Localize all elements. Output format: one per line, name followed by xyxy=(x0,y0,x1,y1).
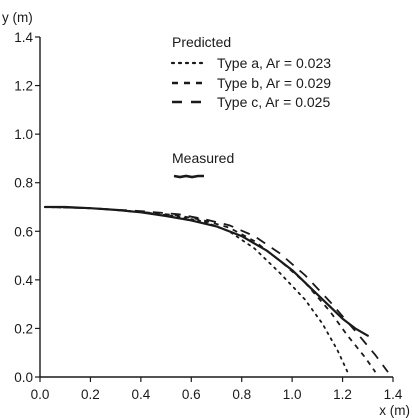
legend-heading-predicted: Predicted xyxy=(172,34,231,50)
y-tick-label: 1.2 xyxy=(14,79,33,94)
x-tick-label: 0.4 xyxy=(131,387,150,402)
y-axis-label: y (m) xyxy=(2,10,33,25)
y-tick-label: 0.2 xyxy=(14,321,33,336)
series-line-measured xyxy=(43,205,369,337)
axes xyxy=(39,37,393,378)
x-tick-label: 0.0 xyxy=(31,387,50,402)
x-tick-label: 0.6 xyxy=(182,387,201,402)
y-tick-label: 0.6 xyxy=(14,224,33,239)
legend-swatch-measured xyxy=(173,174,204,179)
y-tick-label: 1.0 xyxy=(14,127,33,142)
legend-label-type-a: Type a, Ar = 0.023 xyxy=(217,55,331,71)
series-layer xyxy=(43,205,389,373)
series-line-type-b-ar-0-029 xyxy=(44,206,377,373)
series-line-type-c-ar-0-025 xyxy=(44,206,389,373)
x-tick-label: 0.8 xyxy=(232,387,251,402)
legend-label-type-c: Type c, Ar = 0.025 xyxy=(217,94,330,110)
x-axis-label: x (m) xyxy=(379,403,410,418)
axis-ticks: 0.0 0.2 0.4 0.6 0.8 1.0 1.2 1.4 0.0 0.2 0.4 0.6 0.8 1… xyxy=(14,30,403,402)
x-tick-label: 1.4 xyxy=(384,387,403,402)
series-line-type-a-ar-0-023 xyxy=(44,206,349,373)
y-tick-label: 1.4 xyxy=(14,30,33,45)
legend-label-type-b: Type b, Ar = 0.029 xyxy=(217,75,331,91)
legend-heading-measured: Measured xyxy=(172,150,234,166)
y-tick-label: 0.8 xyxy=(14,176,33,191)
y-tick-label: 0.4 xyxy=(14,273,33,288)
x-tick-label: 0.2 xyxy=(81,387,100,402)
x-tick-label: 1.2 xyxy=(333,387,352,402)
x-tick-label: 1.0 xyxy=(283,387,302,402)
legend: Predicted Type a, Ar = 0.023 Type b, Ar … xyxy=(170,34,331,179)
y-tick-label: 0.0 xyxy=(14,370,33,385)
